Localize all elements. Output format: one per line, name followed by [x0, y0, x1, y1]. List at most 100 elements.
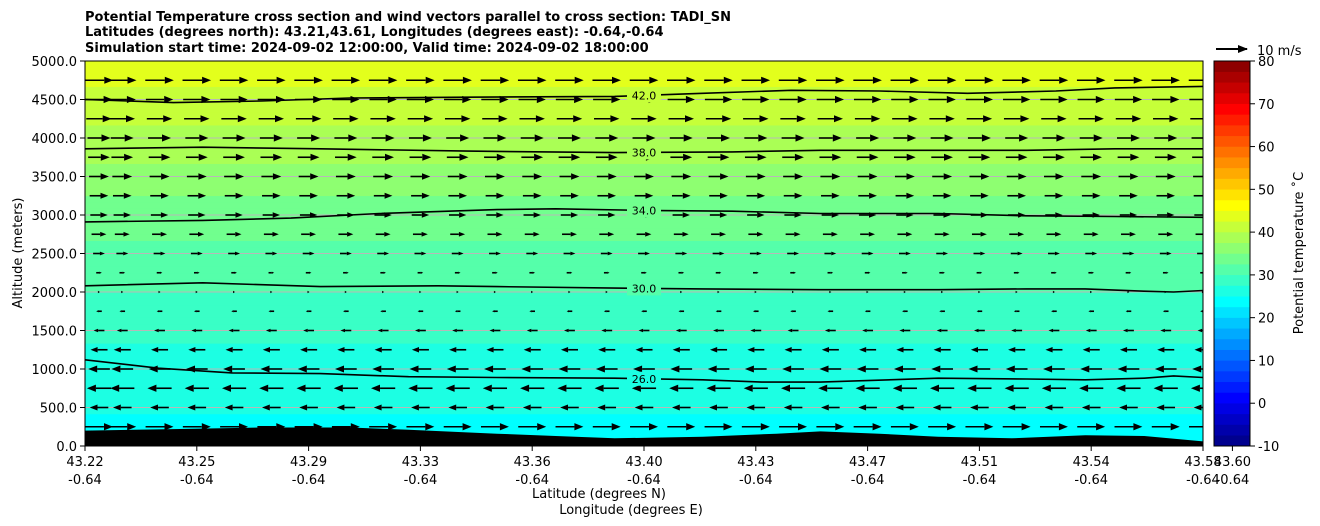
wind-vector — [562, 231, 577, 237]
x-tick-label-lon: -0.64 — [515, 473, 549, 488]
wind-vector — [707, 365, 730, 373]
wind-vector — [1151, 76, 1180, 84]
field-band — [85, 298, 1203, 306]
colorbar-band — [1214, 328, 1250, 340]
x-tick-label-lon: -0.64 — [627, 473, 661, 488]
colorbar-band — [1214, 189, 1250, 201]
wind-vector — [339, 251, 352, 256]
wind-vector — [338, 231, 354, 237]
wind-vector — [1194, 347, 1203, 353]
wind-vector — [970, 347, 988, 353]
wind-vector — [411, 347, 429, 353]
wind-vector — [680, 290, 683, 294]
wind-vector — [493, 290, 496, 294]
wind-vector — [894, 365, 916, 373]
wind-vector — [635, 347, 653, 353]
wind-vector — [1015, 290, 1018, 294]
wind-vector — [781, 134, 805, 142]
wind-vector — [219, 76, 249, 84]
wind-vector — [903, 290, 906, 294]
wind-vector — [111, 153, 134, 161]
wind-vector — [184, 384, 209, 392]
wind-vector — [340, 328, 352, 333]
wind-vector — [410, 173, 431, 180]
wind-vector — [336, 192, 356, 199]
wind-vector — [1114, 76, 1143, 84]
wind-vector — [415, 328, 426, 333]
wind-vector — [1009, 231, 1025, 237]
x-tick-label-lon: -0.64 — [851, 473, 885, 488]
wind-vector — [265, 328, 277, 333]
field-band — [85, 343, 1203, 351]
wind-vector — [858, 192, 877, 199]
wind-vector — [185, 134, 209, 142]
wind-vector — [262, 212, 280, 218]
wind-vector — [743, 115, 769, 123]
wind-vector — [446, 365, 469, 373]
wind-vector — [1048, 328, 1060, 333]
wind-vector — [927, 76, 957, 84]
wind-vector — [1007, 212, 1026, 218]
wind-vector — [295, 115, 322, 123]
wind-vector — [259, 134, 283, 142]
wind-vector — [334, 134, 358, 142]
chart-title-line-1: Potential Temperature cross section and … — [85, 10, 731, 25]
wind-vector — [373, 173, 394, 180]
colorbar-band — [1214, 60, 1250, 72]
wind-vector — [260, 365, 283, 373]
wind-vector — [598, 212, 616, 218]
field-band — [85, 233, 1203, 241]
wind-vector — [371, 384, 396, 392]
wind-vector — [970, 404, 989, 411]
wind-vector — [414, 251, 427, 256]
wind-vector — [667, 76, 696, 84]
wind-vector — [88, 153, 110, 161]
wind-vector — [112, 192, 132, 199]
field-band — [85, 330, 1203, 338]
field-band — [85, 73, 1203, 81]
wind-vector — [1114, 95, 1143, 104]
wind-vector — [332, 95, 360, 104]
wind-vector — [894, 173, 915, 180]
wind-vector — [780, 115, 806, 123]
field-band — [85, 169, 1203, 177]
wind-vector — [223, 365, 245, 373]
wind-vector — [195, 290, 198, 294]
contour-label-gap — [627, 88, 661, 103]
wind-vector — [1154, 134, 1178, 142]
wind-vector — [182, 423, 211, 431]
wind-vector — [183, 95, 211, 104]
wind-vector — [856, 134, 880, 142]
wind-vector — [375, 231, 391, 237]
wind-vector — [1007, 192, 1026, 199]
wind-vector — [1080, 365, 1103, 373]
wind-vector — [406, 76, 435, 84]
wind-vector — [976, 310, 983, 313]
contour-line — [85, 85, 1203, 104]
colorbar-band — [1214, 296, 1250, 308]
wind-vector — [225, 212, 243, 218]
wind-vector — [668, 115, 694, 123]
wind-vector — [593, 95, 621, 104]
y-tick-label: 2000.0 — [32, 286, 78, 301]
wind-vector — [829, 290, 832, 294]
wind-vector — [492, 271, 498, 274]
wind-vector — [447, 173, 468, 180]
wind-vector — [746, 192, 766, 199]
wind-vector — [224, 404, 244, 411]
x-tick-label-lat: 43.60 — [1214, 455, 1251, 470]
wind-vector — [93, 328, 105, 333]
wind-vector — [145, 95, 174, 104]
wind-vector — [636, 231, 652, 237]
wind-vector — [294, 423, 323, 431]
wind-vector — [489, 328, 501, 333]
wind-vector — [194, 310, 200, 313]
wind-vector — [1197, 328, 1203, 333]
wind-vector — [973, 251, 986, 256]
wind-vector — [598, 347, 616, 353]
wind-vector — [818, 384, 843, 392]
wind-vector — [671, 192, 691, 199]
colorbar-band — [1214, 306, 1250, 318]
field-band — [85, 420, 1203, 428]
x-axis-ticks: 43.22 -0.64 43.25 -0.64 43.29 -0.64 43.33 -0.64… — [66, 446, 1251, 488]
